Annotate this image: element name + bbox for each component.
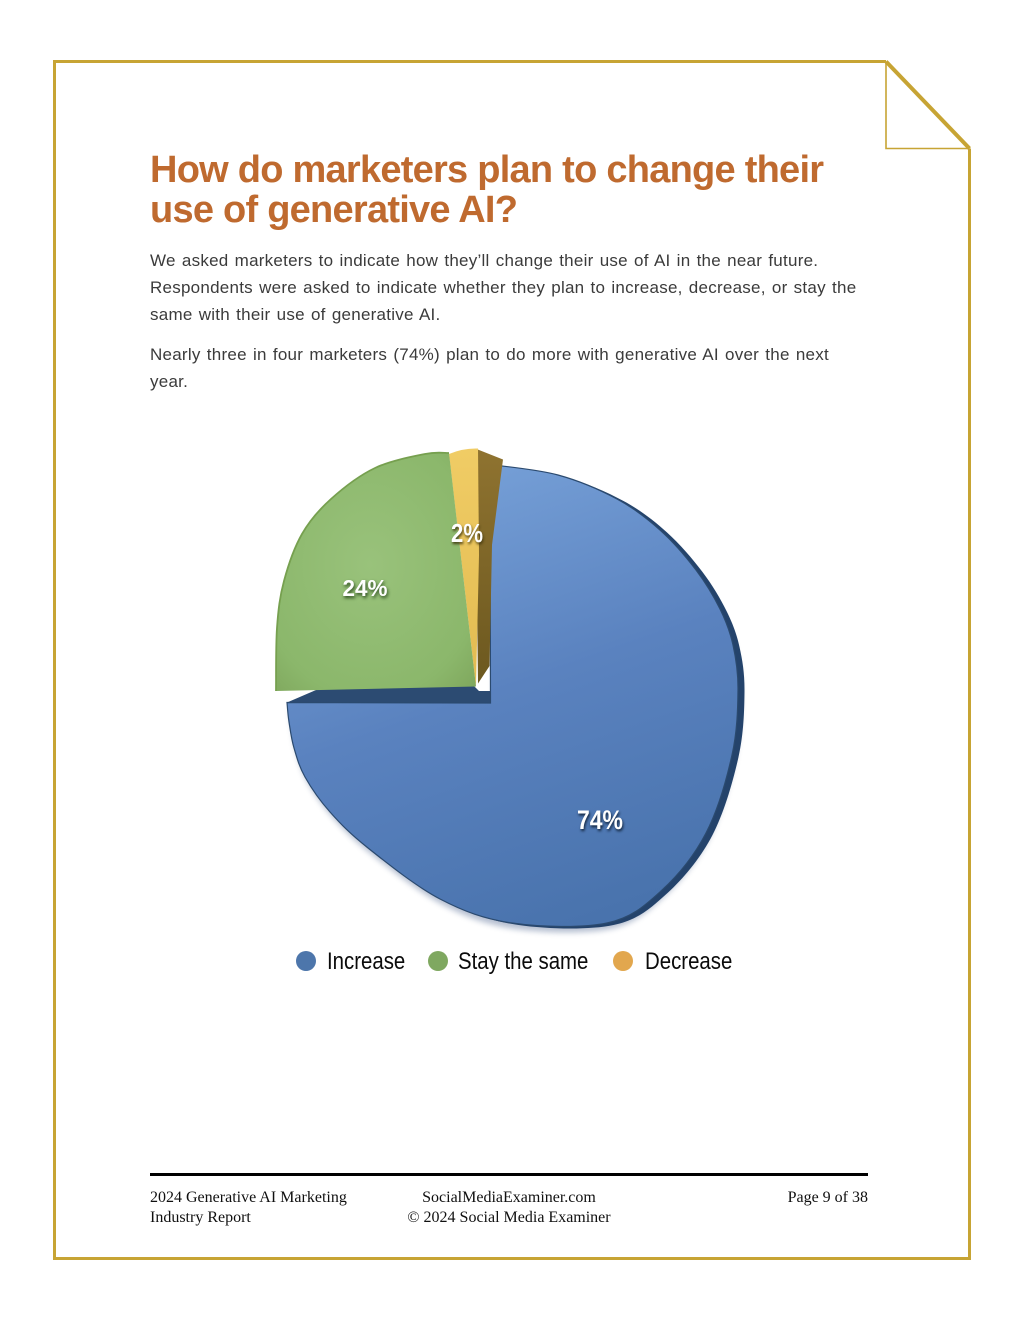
svg-text:2%: 2% bbox=[451, 518, 483, 548]
svg-text:74%: 74% bbox=[577, 805, 623, 835]
svg-text:24%: 24% bbox=[343, 575, 388, 601]
